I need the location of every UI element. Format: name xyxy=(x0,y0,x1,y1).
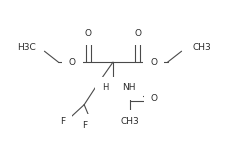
Text: H: H xyxy=(101,83,108,92)
Text: F: F xyxy=(82,121,87,130)
Text: O: O xyxy=(134,29,141,38)
Text: CH3: CH3 xyxy=(120,117,139,126)
Text: O: O xyxy=(150,58,157,67)
Text: F: F xyxy=(59,117,65,126)
Text: H3C: H3C xyxy=(17,43,35,52)
Text: O: O xyxy=(150,94,157,103)
Text: CH3: CH3 xyxy=(192,43,210,52)
Text: O: O xyxy=(84,29,91,38)
Text: O: O xyxy=(68,58,75,67)
Text: NH: NH xyxy=(122,83,135,92)
